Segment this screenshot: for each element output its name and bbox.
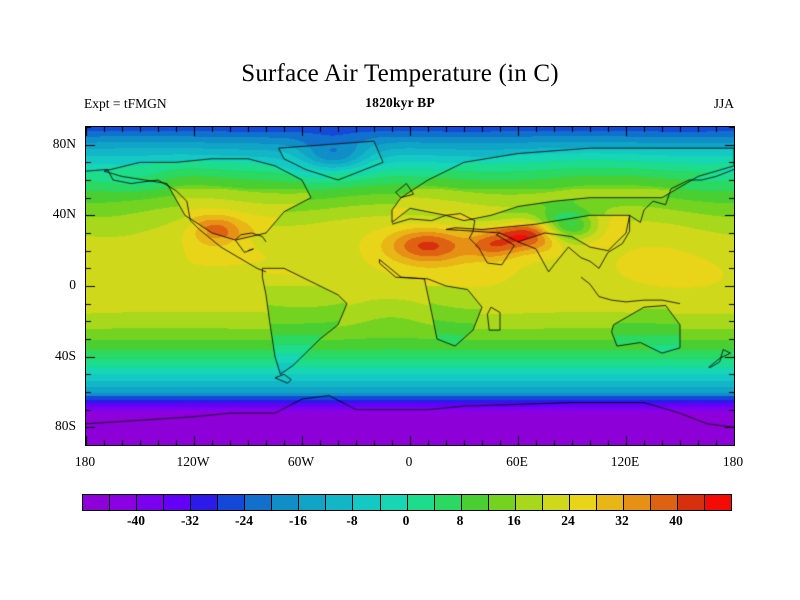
colorbar-band-16 [515, 495, 543, 510]
colorbar-band-17 [542, 495, 570, 510]
x-tick-60E: 60E [506, 454, 528, 469]
x-tick-0: 0 [405, 454, 413, 469]
chart-subtitle: 1820kyr BP [365, 95, 435, 110]
colorbar-tick--32: -32 [181, 513, 199, 528]
colorbar-band-22 [678, 495, 706, 510]
colorbar-band-15 [488, 495, 516, 510]
colorbar-band-1 [110, 495, 138, 510]
page-title: Surface Air Temperature (in C) [241, 60, 559, 87]
colorbar-tick--8: -8 [346, 513, 358, 528]
colorbar-band-11 [380, 495, 408, 510]
x-tick-120W: 120W [176, 454, 210, 469]
colorbar-tick--24: -24 [235, 513, 253, 528]
y-tick-40N: 40N [52, 206, 76, 222]
season-label: JJA [713, 96, 734, 111]
colorbar-tick--16: -16 [289, 513, 307, 528]
colorbar-band-3 [164, 495, 192, 510]
x-tick-60W: 60W [287, 454, 315, 469]
colorbar-band-4 [191, 495, 219, 510]
colorbar-band-20 [623, 495, 651, 510]
colorbar-band-7 [272, 495, 300, 510]
colorbar-tick-40: 40 [669, 513, 683, 528]
colorbar [82, 494, 732, 511]
x-tick-180: 180 [722, 454, 744, 469]
colorbar-band-19 [596, 495, 624, 510]
y-tick-40S: 40S [54, 347, 76, 363]
colorbar-band-21 [650, 495, 679, 510]
colorbar-band-0 [83, 495, 111, 510]
colorbar-band-9 [326, 495, 354, 510]
colorbar-band-6 [245, 495, 273, 510]
colorbar-band-2 [137, 495, 165, 510]
colorbar-tick--40: -40 [127, 513, 145, 528]
x-tick-120E: 120E [610, 454, 640, 469]
colorbar-band-18 [569, 495, 597, 510]
y-tick-80S: 80S [54, 418, 76, 434]
colorbar-band-5 [218, 495, 246, 510]
colorbar-tick-16: 16 [507, 513, 521, 528]
colorbar-band-8 [299, 495, 327, 510]
colorbar-tick-32: 32 [615, 513, 629, 528]
map-plot-area [85, 126, 735, 446]
y-tick-80N: 80N [52, 135, 76, 151]
colorbar-tick-24: 24 [561, 513, 575, 528]
colorbar-tick-0: 0 [402, 513, 410, 528]
colorbar-band-12 [407, 495, 435, 510]
colorbar-band-10 [353, 495, 381, 510]
experiment-label: Expt = tFMGN [84, 96, 167, 111]
colorbar-band-23 [705, 495, 732, 510]
x-tick-180: 180 [74, 454, 96, 469]
colorbar-tick-8: 8 [456, 513, 464, 528]
y-tick-0: 0 [69, 277, 76, 292]
temperature-heatmap [86, 127, 734, 445]
colorbar-band-13 [434, 495, 462, 510]
colorbar-band-14 [461, 495, 489, 510]
